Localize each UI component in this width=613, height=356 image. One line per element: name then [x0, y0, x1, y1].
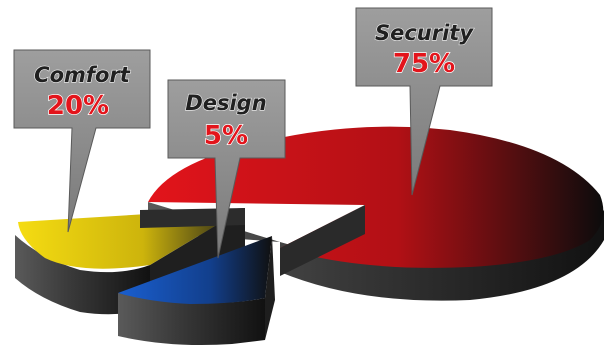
slice-comfort-side	[15, 235, 150, 315]
callout-security-box	[355, 7, 493, 196]
callout-design-label: Design	[185, 91, 266, 115]
callout-comfort-box	[13, 49, 151, 233]
slice-security	[148, 126, 604, 301]
callout-design-value: 5%	[204, 121, 248, 151]
callout-security-value: 75%	[393, 49, 455, 79]
slice-security-side	[148, 202, 604, 301]
slice-design	[118, 236, 275, 345]
callout-security-label: Security	[375, 21, 474, 45]
callout-comfort: Comfort 20%	[13, 49, 151, 233]
callout-comfort-value: 20%	[47, 91, 109, 121]
callout-comfort-label: Comfort	[34, 63, 131, 87]
callout-security: Security 75%	[355, 7, 493, 196]
slice-security-top	[148, 126, 604, 268]
callout-design: Design 5%	[167, 79, 286, 259]
callout-design-box	[167, 79, 286, 259]
slice-design-top	[118, 236, 272, 304]
slice-design-side	[118, 293, 265, 345]
